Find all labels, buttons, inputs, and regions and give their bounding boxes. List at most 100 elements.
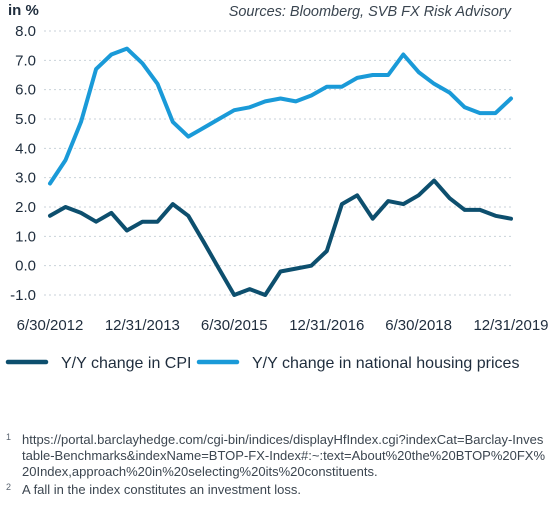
data-point (155, 220, 160, 224)
y-tick-label: 0.0 (15, 258, 36, 275)
y-tick-label: 6.0 (15, 82, 36, 99)
legend: Y/Y change in CPI Y/Y change in national … (5, 355, 519, 372)
data-point (278, 96, 283, 101)
data-point (447, 196, 452, 200)
data-point (125, 228, 129, 233)
y-tick-label: 8.0 (15, 23, 36, 40)
line-chart: in % Sources: Bloomberg, SVB FX Risk Adv… (5, 2, 549, 372)
y-tick-label: 4.0 (15, 140, 36, 157)
data-point (309, 93, 313, 98)
footnote-text: https://portal.barclayhedge.com/cgi-bin/… (22, 432, 546, 479)
data-point (294, 99, 298, 103)
data-point (355, 193, 359, 197)
series-lines (48, 46, 513, 297)
data-point (63, 205, 68, 209)
data-point (248, 105, 252, 109)
data-point (278, 269, 283, 274)
data-point (432, 179, 436, 183)
x-tick-label: 12/31/2016 (289, 317, 364, 334)
data-point (94, 220, 98, 224)
footnote-text: A fall in the index constitutes an inves… (22, 482, 301, 497)
data-point (371, 73, 375, 77)
data-point (171, 120, 175, 124)
data-point (79, 211, 83, 215)
y-tick-label: 3.0 (15, 170, 36, 187)
data-point (386, 73, 390, 77)
data-point (493, 111, 498, 115)
data-point (371, 217, 375, 221)
series-line-1 (48, 178, 513, 297)
data-point (94, 67, 98, 71)
y-tick-label: -1.0 (10, 287, 36, 304)
y-axis-ticks: 8.0 7.0 6.0 5.0 4.0 3.0 2.0 1.0 0.0 -1.0 (10, 23, 36, 304)
data-point (263, 293, 267, 297)
data-point (401, 202, 405, 206)
y-tick-label: 7.0 (15, 52, 36, 69)
series-line-2 (48, 46, 513, 186)
data-point (309, 264, 313, 268)
data-point (463, 105, 467, 109)
data-point (478, 208, 482, 212)
data-point (386, 199, 390, 203)
data-point (140, 220, 144, 224)
data-point (202, 126, 206, 130)
x-axis-ticks: 6/30/2012 12/31/2013 6/30/2015 12/31/2016 6/… (17, 317, 549, 334)
data-point (109, 211, 114, 215)
x-tick-label: 6/30/2012 (17, 317, 84, 334)
x-tick-label: 12/31/2013 (105, 317, 180, 334)
data-point (248, 287, 252, 291)
data-point (48, 181, 52, 186)
y-tick-label: 2.0 (15, 199, 36, 216)
data-point (63, 158, 68, 162)
data-point (401, 52, 405, 57)
data-point (509, 96, 513, 101)
footnote-1: 1 https://portal.barclayhedge.com/cgi-bi… (6, 432, 546, 480)
data-point (325, 85, 329, 89)
data-point (493, 214, 498, 218)
data-point (125, 47, 129, 51)
footnotes: 1 https://portal.barclayhedge.com/cgi-bi… (6, 432, 546, 500)
data-point (294, 267, 298, 271)
x-tick-label: 12/31/2019 (473, 317, 548, 334)
data-point (232, 108, 236, 112)
data-point (432, 82, 436, 86)
data-point (186, 214, 190, 218)
data-point (155, 82, 160, 86)
data-point (140, 61, 144, 65)
series-points-2 (48, 47, 513, 186)
y-tick-label: 1.0 (15, 228, 36, 245)
footnote-marker: 1 (6, 432, 12, 442)
gridlines (44, 30, 514, 296)
data-point (417, 70, 421, 74)
data-point (355, 76, 359, 80)
data-point (340, 85, 344, 89)
data-point (48, 214, 52, 218)
data-point (79, 120, 83, 124)
data-point (417, 193, 421, 197)
data-point (463, 208, 467, 212)
data-point (447, 91, 452, 95)
unit-label: in % (8, 2, 39, 19)
data-point (217, 117, 221, 121)
data-point (478, 111, 482, 115)
x-tick-label: 6/30/2018 (385, 317, 452, 334)
data-point (171, 202, 175, 206)
data-point (202, 240, 206, 244)
data-point (186, 135, 190, 139)
source-note: Sources: Bloomberg, SVB FX Risk Advisory (229, 4, 512, 20)
data-point (340, 202, 344, 206)
x-tick-label: 6/30/2015 (201, 317, 268, 334)
footnote-2: 2 A fall in the index constitutes an inv… (6, 482, 546, 498)
series-points-1 (48, 179, 513, 297)
data-point (263, 99, 267, 103)
footnote-marker: 2 (6, 482, 12, 492)
data-point (232, 293, 236, 297)
data-point (217, 267, 221, 271)
data-point (509, 217, 513, 221)
y-tick-label: 5.0 (15, 111, 36, 128)
legend-label: Y/Y change in CPI (61, 355, 191, 372)
data-point (109, 52, 114, 57)
legend-label: Y/Y change in national housing prices (252, 355, 519, 372)
data-point (325, 249, 329, 253)
